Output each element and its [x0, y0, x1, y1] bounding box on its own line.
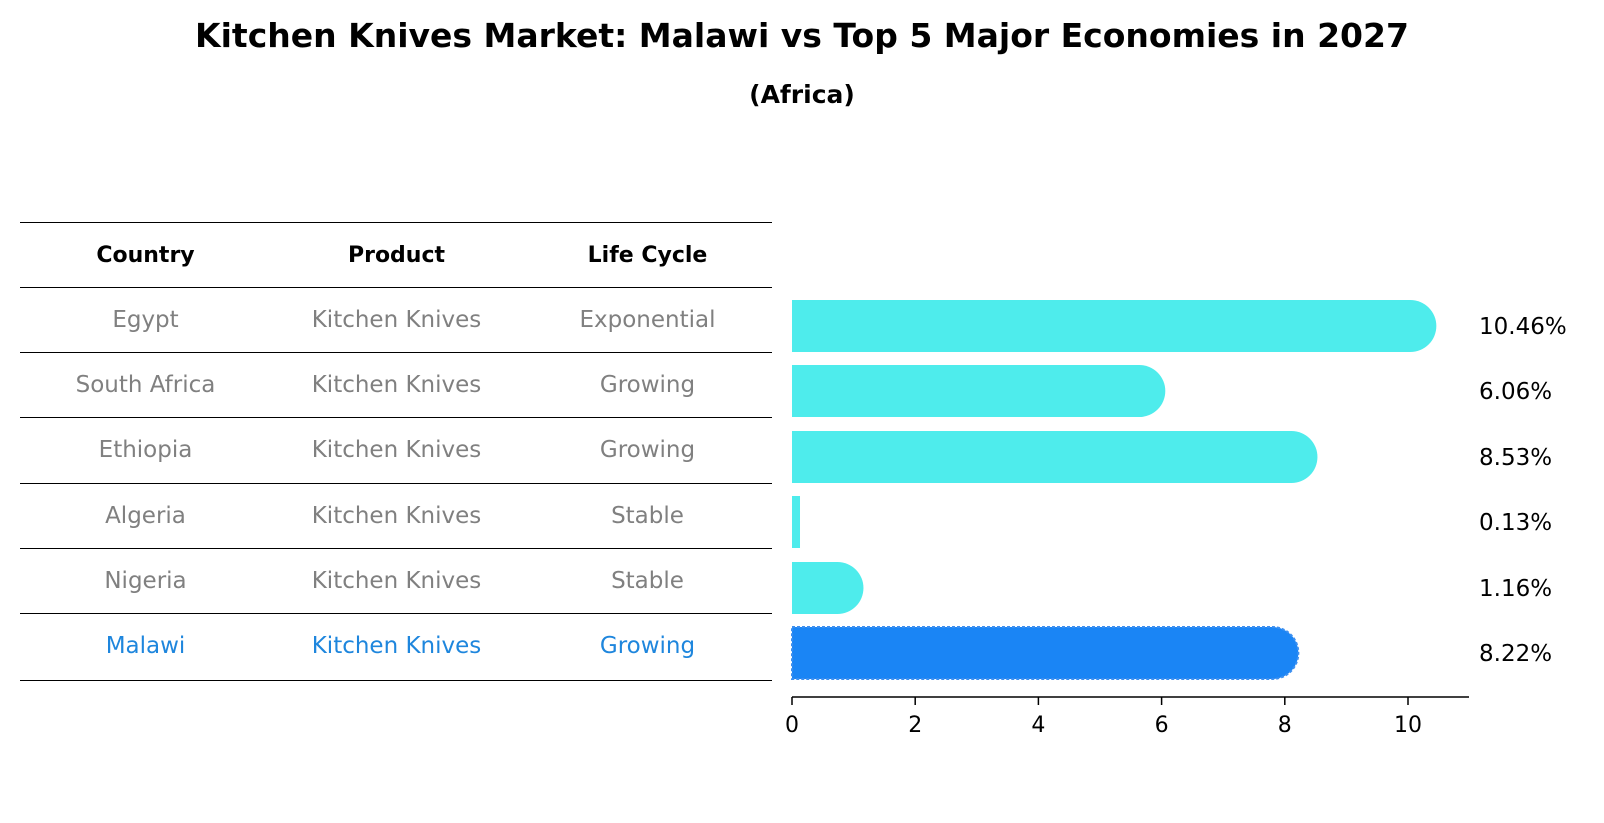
table-row-highlight: Malawi Kitchen Knives Growing: [20, 613, 772, 680]
header-life-cycle: Life Cycle: [587, 243, 708, 268]
table-header-row: Country Product Life Cycle: [20, 222, 772, 289]
product-cell: Kitchen Knives: [311, 372, 482, 398]
x-tick-label: 2: [908, 713, 922, 738]
table-rule: [20, 352, 772, 353]
table-rule: [20, 548, 772, 549]
table-row: South Africa Kitchen Knives Growing: [20, 352, 772, 419]
header-country: Country: [96, 243, 195, 268]
product-cell: Kitchen Knives: [311, 503, 482, 529]
x-tick-label: 0: [785, 713, 799, 738]
table-rule: [20, 287, 772, 288]
data-label: 10.46%: [1479, 314, 1567, 340]
life-cycle-cell: Stable: [611, 503, 684, 529]
chart-title: Kitchen Knives Market: Malawi vs Top 5 M…: [195, 16, 1409, 55]
bar-egypt: [792, 300, 1437, 352]
data-label: 0.13%: [1479, 510, 1552, 536]
bar-nigeria: [792, 562, 864, 614]
bar-malawi: [791, 626, 1300, 680]
header-product: Product: [347, 243, 446, 268]
product-cell: Kitchen Knives: [311, 437, 482, 463]
table-rule: [20, 417, 772, 418]
table-row: Nigeria Kitchen Knives Stable: [20, 548, 772, 615]
life-cycle-cell: Stable: [611, 568, 684, 594]
life-cycle-cell: Growing: [599, 437, 696, 463]
bar-algeria: [792, 496, 801, 548]
data-label: 8.53%: [1479, 445, 1552, 471]
product-cell: Kitchen Knives: [311, 307, 482, 333]
data-label: 6.06%: [1479, 379, 1552, 405]
table-rule: [20, 613, 772, 614]
country-cell: Malawi: [105, 633, 186, 659]
bar-south-africa: [792, 365, 1166, 417]
table-row: Algeria Kitchen Knives Stable: [20, 483, 772, 550]
life-cycle-cell: Growing: [599, 372, 696, 398]
table-rule: [20, 483, 772, 484]
country-cell: South Africa: [75, 372, 216, 398]
x-tick-label: 10: [1394, 713, 1422, 738]
product-cell: Kitchen Knives: [311, 568, 482, 594]
x-tick-label: 4: [1031, 713, 1045, 738]
x-tick-label: 6: [1155, 713, 1169, 738]
life-cycle-cell: Exponential: [579, 307, 716, 333]
table-row: Ethiopia Kitchen Knives Growing: [20, 417, 772, 484]
country-cell: Ethiopia: [98, 437, 193, 463]
x-tick-label: 8: [1278, 713, 1292, 738]
country-cell: Nigeria: [104, 568, 187, 594]
table-rule: [20, 680, 772, 681]
product-cell: Kitchen Knives: [311, 633, 482, 659]
country-cell: Algeria: [105, 503, 186, 529]
table-rule: [20, 222, 772, 223]
data-label: 8.22%: [1479, 641, 1552, 667]
country-cell: Egypt: [112, 307, 179, 333]
data-label: 1.16%: [1479, 576, 1552, 602]
chart-subtitle: (Africa): [749, 80, 855, 109]
life-cycle-cell: Growing: [599, 633, 696, 659]
table-row: Egypt Kitchen Knives Exponential: [20, 287, 772, 354]
bar-ethiopia: [792, 431, 1318, 483]
